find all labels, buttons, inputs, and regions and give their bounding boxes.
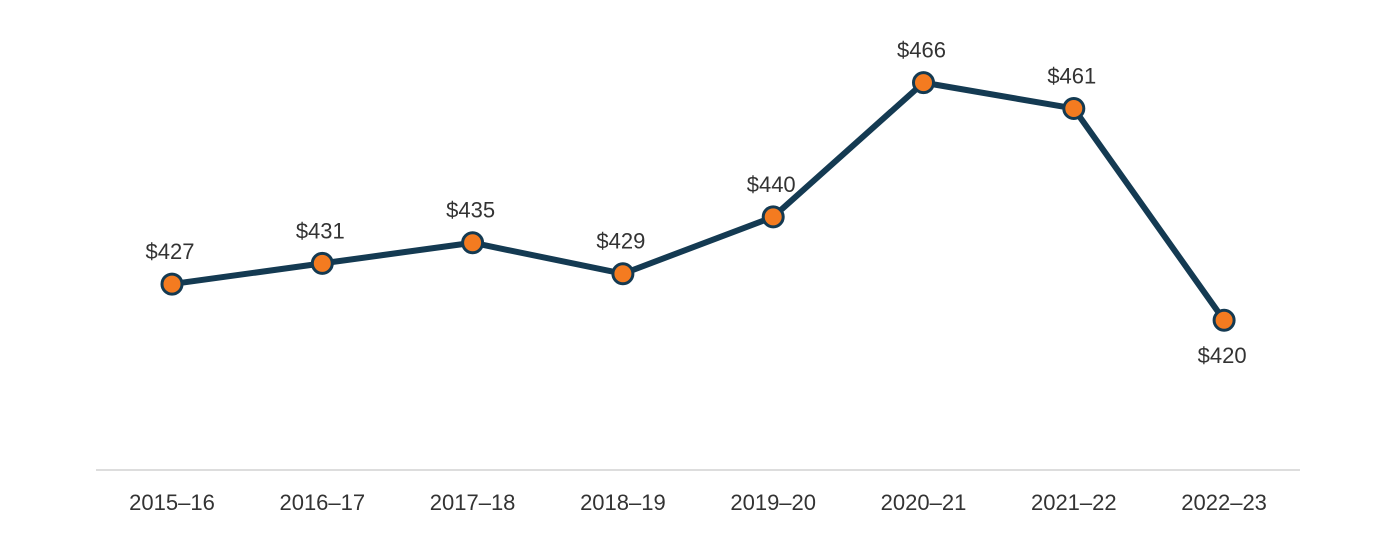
x-tick-label: 2019–20 xyxy=(730,490,816,515)
data-point xyxy=(1212,308,1236,332)
data-label: $429 xyxy=(596,229,645,254)
data-point xyxy=(1062,96,1086,120)
data-label: $427 xyxy=(146,239,195,264)
x-tick-label: 2015–16 xyxy=(129,490,215,515)
x-tick-label: 2017–18 xyxy=(430,490,516,515)
data-point xyxy=(912,71,935,95)
x-tick-label: 2021–22 xyxy=(1031,490,1117,515)
data-point xyxy=(160,272,184,296)
data-point xyxy=(761,205,785,229)
data-label: $431 xyxy=(296,218,345,243)
data-point xyxy=(310,251,334,275)
series-line xyxy=(171,79,1227,322)
x-tick-label: 2016–17 xyxy=(279,490,365,515)
data-point xyxy=(461,231,485,255)
x-tick-label: 2022–23 xyxy=(1181,490,1267,515)
data-label: $420 xyxy=(1198,343,1247,368)
data-label: $461 xyxy=(1047,63,1096,88)
data-label: $466 xyxy=(897,38,946,63)
data-label: $435 xyxy=(446,198,495,223)
x-tick-label: 2020–21 xyxy=(881,490,967,515)
x-tick-label: 2018–19 xyxy=(580,490,666,515)
data-point xyxy=(611,262,635,286)
data-label: $440 xyxy=(747,172,796,197)
